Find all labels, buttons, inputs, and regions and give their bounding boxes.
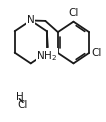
Text: Cl: Cl (18, 100, 28, 110)
Text: Cl: Cl (92, 48, 102, 58)
Text: NH$_2$: NH$_2$ (36, 49, 57, 63)
Text: H: H (16, 92, 23, 102)
Text: N: N (27, 15, 35, 25)
Text: Cl: Cl (68, 8, 79, 18)
